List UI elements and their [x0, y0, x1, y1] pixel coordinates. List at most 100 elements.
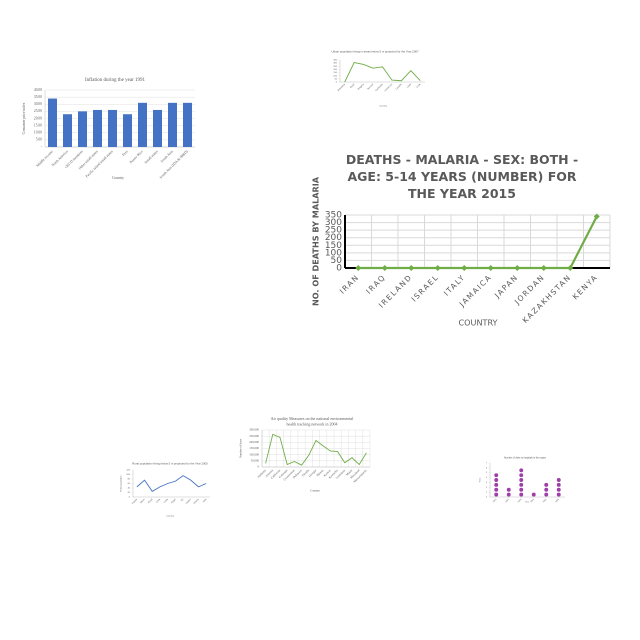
x-tick-label: Angola [131, 497, 138, 504]
x-tick-label: California [270, 468, 282, 480]
y-tick-label: 200 [333, 69, 337, 71]
x-tick-label: 2005 [543, 498, 548, 503]
y-axis-label: NO. OF DEATHS BY MALARIA [311, 176, 321, 306]
x-tick-label: ITALY [442, 272, 467, 297]
y-tick-label: 10.00 [34, 131, 42, 135]
dot [544, 487, 549, 492]
y-tick-label: 50 [335, 78, 338, 80]
y-tick-label: 2 [486, 487, 488, 489]
x-tick-label: Fiji [181, 498, 185, 502]
chart-title: Number of visits to hospitals in the reg… [504, 457, 547, 460]
x-tick-label: Chad [407, 83, 413, 89]
y-axis-label: Rural population [120, 475, 123, 492]
dot [531, 492, 536, 497]
y-tick-label: 200,000 [249, 440, 259, 445]
chart: DEATHS - MALARIA - SEX: BOTH -AGE: 5-14 … [311, 152, 611, 328]
x-tick-label: Botswana [337, 82, 346, 91]
y-tick-label: 20 [128, 492, 131, 494]
dot-column [556, 478, 561, 497]
y-tick-label: 100 [325, 248, 342, 258]
y-tick-label: 30.00 [34, 102, 42, 106]
x-tick-label: KAZAKHSTAN [521, 272, 574, 325]
y-tick-label: 60 [128, 483, 131, 485]
y-axis-label: Number of days [239, 438, 243, 458]
dot [556, 492, 561, 497]
y-tick-label: 0 [258, 465, 260, 469]
marker [540, 265, 547, 271]
dot [494, 487, 499, 492]
y-tick-label: 120 [126, 470, 130, 472]
x-tick-label: KENYA [571, 272, 600, 301]
y-tick-label: 250,000 [249, 434, 259, 439]
y-tick-label: 4 [486, 477, 488, 479]
chart-title: Inflation during the year 1991 [85, 78, 145, 83]
y-tick-label: 100 [126, 474, 130, 476]
y-tick-label: 250 [333, 66, 337, 68]
y-tick-label: 300 [325, 218, 342, 228]
x-tick-label: Ghana [194, 498, 201, 505]
line [358, 216, 598, 270]
x-tick-label: 2001 [493, 498, 498, 503]
line [344, 62, 421, 83]
y-tick-label: 350 [325, 211, 342, 221]
x-tick-label: Burundi [367, 83, 375, 91]
x-tick-label: Brazil [147, 498, 153, 504]
x-tick-label: Kansas [323, 468, 333, 478]
dot-column [494, 473, 499, 497]
dot [519, 478, 524, 482]
y-tick-label: 150 [333, 72, 337, 74]
y-tick-label: 5 [486, 472, 488, 474]
x-tick-label: Benin [140, 498, 146, 504]
chart-title: Air quality Measures on the national env… [271, 416, 355, 426]
dot [556, 487, 561, 492]
marker [434, 265, 441, 271]
dot [519, 473, 524, 478]
chart: Urban population living in areas below 5… [331, 50, 425, 108]
x-tick-label: Small states [144, 149, 159, 164]
x-tick-label: Alabama [256, 468, 267, 479]
y-tick-label: 20.00 [34, 116, 42, 120]
y-tick-label: 0 [129, 497, 131, 499]
chart-title: Rural population living below 5 m projec… [132, 462, 208, 466]
dot [506, 487, 511, 492]
y-tick-label: 50,000 [251, 459, 260, 464]
x-tick-label: Peru [121, 149, 129, 157]
bar [93, 109, 102, 147]
marker [355, 265, 362, 271]
x-tick-label: 2003 [518, 498, 523, 503]
y-tick-label: 6 [486, 467, 488, 469]
marker [487, 265, 494, 271]
y-tick-label: 40.00 [34, 88, 42, 92]
y-tick-label: 0 [486, 497, 488, 499]
dot-column [531, 492, 536, 497]
y-tick-label: 150 [325, 241, 342, 251]
x-tick-label: Arizona [264, 468, 274, 478]
y-tick-label: 3 [486, 482, 488, 484]
x-tick-label: Illinois [316, 468, 325, 477]
x-tick-label: Cameroon [384, 82, 394, 92]
line [136, 475, 207, 492]
x-tick-label: Bulgaria [357, 82, 365, 90]
y-tick-label: 250 [325, 226, 342, 236]
x-tick-label: Chile [156, 498, 161, 503]
y-tick-label: 100 [333, 75, 337, 77]
y-tick-label: 300,000 [249, 428, 259, 433]
y-tick-label: - [41, 145, 43, 149]
chart-title: DEATHS - MALARIA - SEX: BOTH -AGE: 5-14 … [346, 152, 578, 201]
x-tick-label: 2002 [505, 498, 510, 503]
x-tick-label: Georgia [308, 468, 318, 478]
x-tick-label: ISRAEL [410, 272, 441, 303]
dot-column [519, 468, 524, 497]
dot-column [544, 482, 549, 497]
x-tick-label: 2004 [530, 498, 535, 503]
bar [153, 109, 162, 147]
dot [506, 492, 511, 497]
y-tick-label: 0 [336, 264, 342, 274]
dot [494, 492, 499, 497]
dot [519, 487, 524, 492]
x-tick-label: Chile [416, 83, 421, 88]
x-tick-label: Maine [345, 468, 354, 477]
y-tick-label: 50 [331, 256, 343, 266]
dot [494, 473, 499, 478]
